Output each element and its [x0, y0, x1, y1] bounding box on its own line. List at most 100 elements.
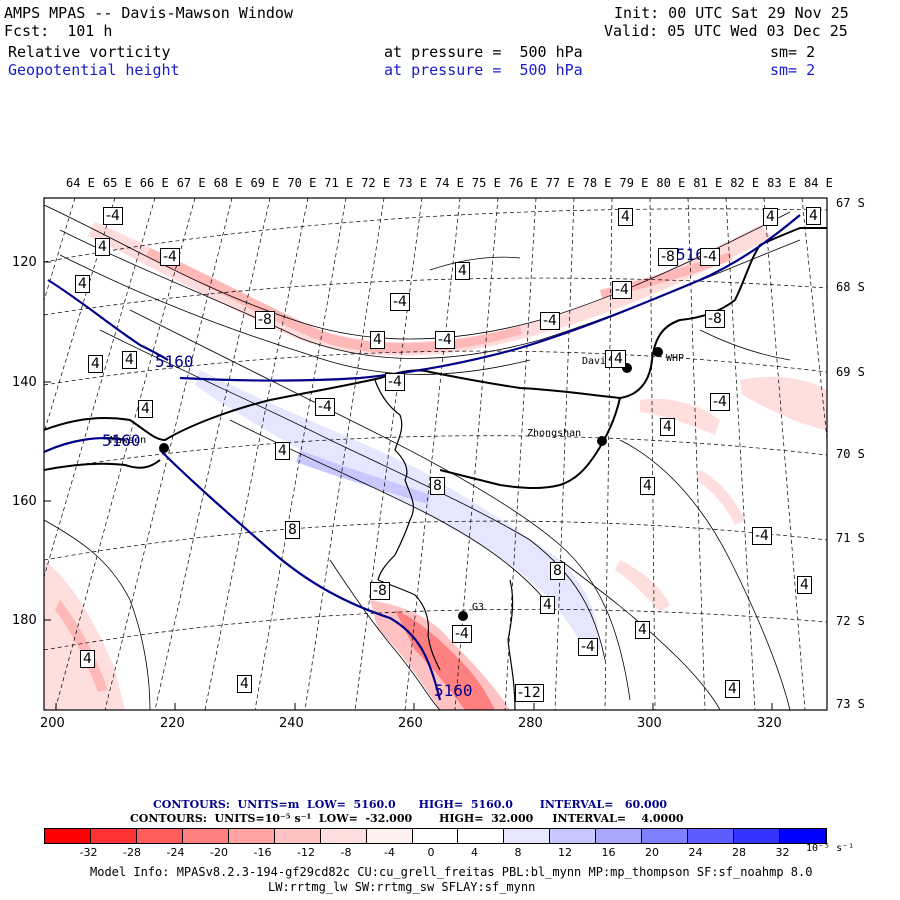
vorticity-label: -4	[103, 207, 123, 225]
vorticity-label: 4	[122, 351, 137, 369]
longitude-label: 80 E	[656, 176, 686, 190]
station-whp-marker	[653, 347, 663, 357]
colorbar-segment	[550, 829, 597, 843]
y-tick-label: 120	[12, 255, 37, 270]
vorticity-label: -8	[255, 311, 275, 329]
latitude-label: 69 S	[836, 365, 865, 379]
x-tick-label: 320	[757, 716, 782, 731]
longitude-label: 65 E	[102, 176, 132, 190]
y-tick-label: 180	[12, 613, 37, 628]
x-tick-label: 260	[398, 716, 423, 731]
vorticity-label: -4	[752, 527, 772, 545]
colorbar-segment	[458, 829, 505, 843]
latitude-label: 72 S	[836, 614, 865, 628]
field2-smoothing: sm= 2	[770, 61, 816, 79]
station-whp-label: WHP	[666, 353, 685, 364]
vorticity-label: -12	[515, 684, 544, 702]
vorticity-label: 4	[640, 477, 655, 495]
vorticity-label: -4	[540, 312, 560, 330]
colorbar-tick: 8	[514, 846, 522, 859]
forecast-hour: Fcst: 101 h	[4, 22, 113, 40]
vorticity-label: 4	[275, 442, 290, 460]
vorticity-label: -4	[612, 281, 632, 299]
vorticity-label: -4	[160, 248, 180, 266]
colorbar-segment	[45, 829, 91, 843]
contour-info-height: CONTOURS: UNITS=m LOW= 5160.0 HIGH= 5160…	[153, 798, 667, 811]
vorticity-label: 8	[430, 477, 445, 495]
longitude-label: 82 E	[730, 176, 760, 190]
field1-level: at pressure = 500 hPa	[384, 43, 583, 61]
valid-time: Valid: 05 UTC Wed 03 Dec 25	[604, 22, 848, 40]
x-tick-label: 200	[40, 716, 65, 731]
vorticity-label: -8	[658, 248, 678, 266]
height-label: 5160	[434, 681, 473, 700]
longitude-label: 74 E	[435, 176, 464, 190]
vorticity-label: -8	[705, 310, 725, 328]
latitude-label: 73 S	[836, 697, 865, 711]
vorticity-label: 4	[618, 208, 633, 226]
longitude-label: 79 E	[619, 176, 649, 190]
contour-info-vorticity: CONTOURS: UNITS=10⁻⁵ s⁻¹ LOW= -32.000 HI…	[130, 812, 684, 825]
vorticity-label: 4	[75, 275, 90, 293]
colorbar-tick: 20	[645, 846, 659, 859]
vorticity-label: -4	[578, 638, 598, 656]
longitude-label: 64 E	[66, 176, 95, 190]
longitude-label: 81 E	[693, 176, 723, 190]
vorticity-label: 4	[725, 680, 740, 698]
vorticity-label: -4	[385, 373, 405, 391]
vorticity-label: 4	[95, 238, 110, 256]
vorticity-label: -4	[700, 248, 720, 266]
longitude-label: 71 E	[324, 176, 354, 190]
vorticity-label: 4	[88, 355, 103, 373]
colorbar-unit: 10⁻⁵ s⁻¹	[806, 843, 855, 854]
longitude-label: 72 E	[361, 176, 391, 190]
latitude-label: 67 S	[836, 196, 865, 210]
plot-title: AMPS MPAS -- Davis-Mawson Window	[4, 4, 293, 22]
vorticity-label: 4	[763, 208, 778, 226]
colorbar-segment	[780, 829, 826, 843]
vorticity-label: 4	[806, 207, 821, 225]
colorbar	[44, 828, 827, 844]
colorbar-tick: 32	[775, 846, 790, 859]
longitude-label: 75 E	[471, 176, 501, 190]
station-g3-marker	[458, 611, 468, 621]
vorticity-label: 4	[80, 650, 95, 668]
station-davis-label: Davis	[582, 356, 613, 367]
vorticity-label: 4	[455, 262, 470, 280]
station-mawson-marker	[159, 443, 169, 453]
vorticity-label: 4	[237, 675, 252, 693]
colorbar-tick: -28	[123, 846, 141, 859]
colorbar-tick: -16	[253, 846, 272, 859]
colorbar-tick: 16	[601, 846, 616, 859]
longitude-label: 84 E	[804, 176, 833, 190]
field1-name: Relative vorticity	[8, 43, 171, 61]
station-zhongshan-label: Zhongshan	[527, 428, 582, 439]
vorticity-label: 8	[285, 521, 300, 539]
station-mawson-label: Mawson	[110, 435, 147, 446]
map-frame	[43, 197, 828, 711]
colorbar-tick: 12	[558, 846, 572, 859]
station-g3-label: G3	[472, 602, 485, 613]
colorbar-tick: -8	[340, 846, 352, 859]
longitude-label: 70 E	[287, 176, 317, 190]
vorticity-label: 4	[635, 621, 650, 639]
colorbar-segment	[504, 829, 551, 843]
latitude-label: 70 S	[836, 447, 865, 461]
colorbar-segment	[366, 829, 413, 843]
longitude-label: 78 E	[582, 176, 612, 190]
longitude-label: 68 E	[213, 176, 243, 190]
vorticity-label: 4	[138, 400, 153, 418]
colorbar-tick: 24	[688, 846, 703, 859]
vorticity-label: 4	[370, 331, 385, 349]
model-info-line2: LW:rrtmg_lw SW:rrtmg_sw SFLAY:sf_mynn	[268, 880, 536, 894]
init-time: Init: 00 UTC Sat 29 Nov 25	[614, 4, 849, 22]
longitude-label: 77 E	[545, 176, 575, 190]
field1-smoothing: sm= 2	[770, 43, 816, 61]
x-tick-label: 220	[160, 716, 185, 731]
colorbar-segment	[688, 829, 735, 843]
vorticity-label: 4	[660, 418, 675, 436]
height-label: 5160	[102, 431, 141, 450]
colorbar-tick: -4	[384, 846, 395, 859]
colorbar-segment	[90, 829, 137, 843]
